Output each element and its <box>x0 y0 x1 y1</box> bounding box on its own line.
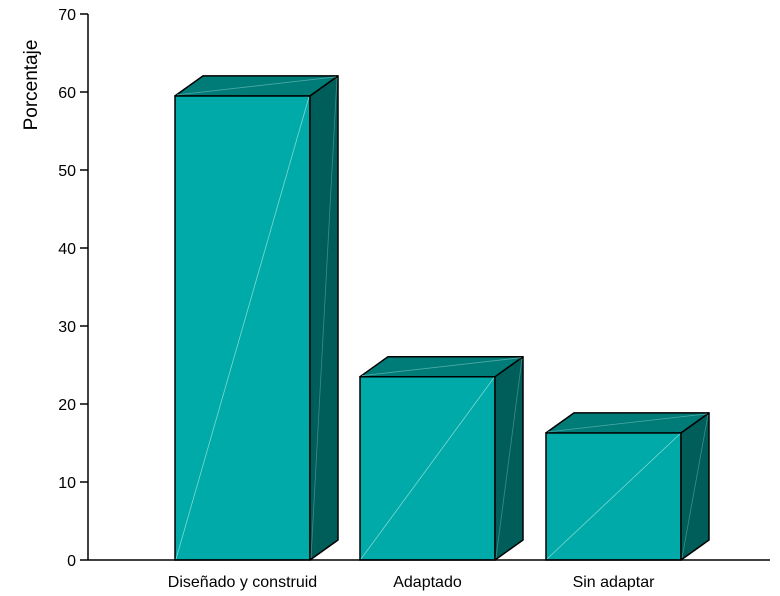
y-tick-label: 10 <box>58 475 76 492</box>
bar-side-sheen <box>495 358 523 559</box>
bar-side-sheen <box>310 77 338 559</box>
bars <box>174 75 710 561</box>
bar <box>359 355 524 561</box>
x-category-label: Diseñado y construid <box>168 574 317 591</box>
y-axis-title: Porcentaje <box>21 40 42 131</box>
bar <box>174 75 339 561</box>
y-axis-ticks: 0 10 20 30 40 50 60 70 <box>58 7 88 570</box>
bar-top-sheen <box>176 76 337 96</box>
bar-top-sheen <box>547 413 708 433</box>
bar-side-sheen <box>681 414 709 559</box>
y-tick-label: 30 <box>58 319 76 336</box>
y-tick-label: 60 <box>58 85 76 102</box>
y-tick-label: 0 <box>67 553 76 570</box>
bar-sheen <box>546 433 681 560</box>
x-axis-labels: Diseñado y construid Adaptado Sin adaptar <box>168 574 655 591</box>
x-category-label: Sin adaptar <box>573 574 656 591</box>
y-tick-label: 20 <box>58 397 76 414</box>
y-tick-label: 70 <box>58 7 76 24</box>
y-tick-label: 50 <box>58 163 76 180</box>
bar-top-sheen <box>361 357 522 377</box>
x-category-label: Adaptado <box>393 574 462 591</box>
y-tick-label: 40 <box>58 241 76 258</box>
bar-sheen <box>175 96 310 560</box>
bar <box>545 412 710 561</box>
bar-sheen <box>360 377 495 560</box>
